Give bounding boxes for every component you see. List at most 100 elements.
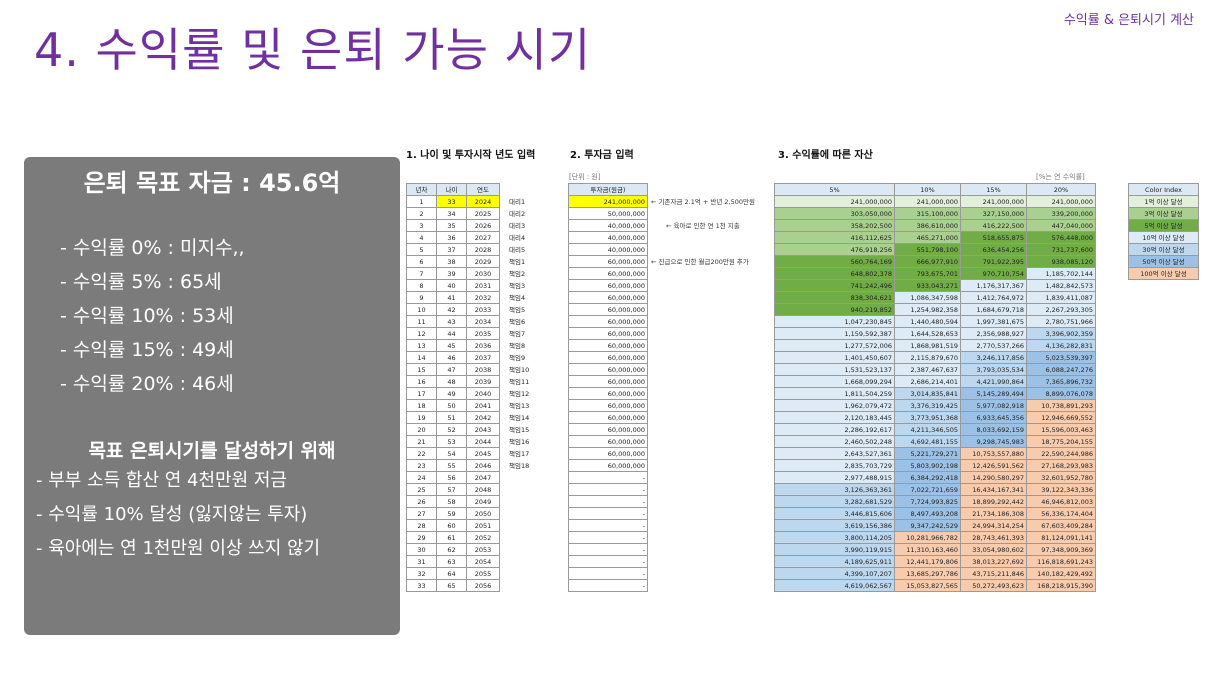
calendar-year-cell: 2028 <box>466 243 500 256</box>
asset-cell: 636,454,256 <box>960 243 1027 256</box>
table-row: 4,399,107,207 13,685,297,786 43,715,211,84… <box>774 567 1096 580</box>
asset-cell: 476,918,256 <box>774 243 895 256</box>
legend-item: 3억 이상 달성 <box>1128 207 1199 220</box>
asset-cell: 1,277,572,006 <box>774 339 895 352</box>
investment-cell: - <box>568 579 648 592</box>
asset-cell: 8,497,493,208 <box>894 507 961 520</box>
asset-cell: 14,290,580,297 <box>960 471 1027 484</box>
summary-panel: 은퇴 목표 자금 : 45.6억 - 수익률 0% : 미지수,, - 수익률 … <box>24 157 400 635</box>
table-row: 476,918,256 551,798,100 636,454,256 731,737… <box>774 243 1096 256</box>
investment-cell: - <box>568 531 648 544</box>
asset-cell: 4,692,481,155 <box>894 435 961 448</box>
asset-cell: 2,770,537,266 <box>960 339 1027 352</box>
age-cell: 39 <box>436 267 467 280</box>
table-row: 1 33 2024 <box>406 195 500 208</box>
table-row: 1,401,450,607 2,115,879,670 3,246,117,856 5… <box>774 351 1096 364</box>
asset-cell: 465,271,000 <box>894 231 961 244</box>
asset-cell: 1,839,411,087 <box>1026 291 1096 304</box>
note-childcare: ← 육아로 인한 연 1천 지출 <box>666 222 740 230</box>
calendar-year-cell: 2044 <box>466 435 500 448</box>
asset-cell: 7,365,896,732 <box>1026 375 1096 388</box>
investment-cell: 60,000,000 <box>568 399 648 412</box>
calendar-year-cell: 2054 <box>466 555 500 568</box>
rank-label: 책임11 <box>509 378 530 386</box>
year-index-cell: 6 <box>406 255 437 268</box>
age-cell: 58 <box>436 495 467 508</box>
investment-cell: 60,000,000 <box>568 459 648 472</box>
asset-cell: 551,798,100 <box>894 243 961 256</box>
table-row: 27 59 2050 <box>406 507 500 520</box>
table-row: 241,000,000 241,000,000 241,000,000 241,000… <box>774 195 1096 208</box>
investment-cell: 60,000,000 <box>568 447 648 460</box>
asset-cell: 518,655,875 <box>960 231 1027 244</box>
asset-cell: 1,811,504,259 <box>774 387 895 400</box>
asset-cell: 241,000,000 <box>960 195 1027 208</box>
asset-cell: 24,994,314,254 <box>960 519 1027 532</box>
investment-cell: 60,000,000 <box>568 387 648 400</box>
rate-line-15: - 수익률 15% : 49세 <box>60 339 234 361</box>
table-row: 1,047,230,845 1,440,480,594 1,997,381,675 2… <box>774 315 1096 328</box>
asset-cell: 791,922,395 <box>960 255 1027 268</box>
calendar-year-cell: 2038 <box>466 363 500 376</box>
year-index-cell: 22 <box>406 447 437 460</box>
table-row: - <box>568 543 648 556</box>
age-cell: 48 <box>436 375 467 388</box>
calendar-year-cell: 2035 <box>466 327 500 340</box>
table-row: 2,460,502,248 4,692,481,155 9,298,745,983 1… <box>774 435 1096 448</box>
rank-label: 책임5 <box>509 306 526 314</box>
table-row: 3,619,156,386 9,347,242,529 24,994,314,254… <box>774 519 1096 532</box>
investment-cell: - <box>568 483 648 496</box>
age-cell: 45 <box>436 339 467 352</box>
calendar-year-cell: 2049 <box>466 495 500 508</box>
table-row: 4,619,062,567 15,053,827,565 50,272,493,62… <box>774 579 1096 592</box>
assets-table: 5% 10% 15% 20% 241,000,000 241,000,000 241… <box>774 183 1096 592</box>
calendar-year-cell: 2025 <box>466 207 500 220</box>
table-row: 15 47 2038 <box>406 363 500 376</box>
asset-cell: 8,033,692,159 <box>960 423 1027 436</box>
asset-cell: 3,793,035,534 <box>960 363 1027 376</box>
table-row: 4 36 2027 <box>406 231 500 244</box>
asset-cell: 2,387,467,637 <box>894 363 961 376</box>
year-index-cell: 4 <box>406 231 437 244</box>
asset-cell: 7,724,993,825 <box>894 495 961 508</box>
age-cell: 51 <box>436 411 467 424</box>
table-row: 24 56 2047 <box>406 471 500 484</box>
asset-cell: 2,977,488,915 <box>774 471 895 484</box>
table-row: 3,446,815,606 8,497,493,208 21,734,186,308… <box>774 507 1096 520</box>
note-promotion: ← 진급으로 인한 월급200만원 추가 <box>651 258 749 266</box>
investment-cell: 60,000,000 <box>568 291 648 304</box>
legend-item: 50억 이상 달성 <box>1128 255 1199 268</box>
age-cell: 38 <box>436 255 467 268</box>
table-row: 31 63 2054 <box>406 555 500 568</box>
asset-cell: 116,818,691,243 <box>1026 555 1096 568</box>
age-cell: 43 <box>436 315 467 328</box>
asset-cell: 3,800,114,205 <box>774 531 895 544</box>
year-index-cell: 11 <box>406 315 437 328</box>
legend-item: 10억 이상 달성 <box>1128 231 1199 244</box>
table-row: 60,000,000 <box>568 315 648 328</box>
year-index-cell: 31 <box>406 555 437 568</box>
asset-cell: 648,802,378 <box>774 267 895 280</box>
age-cell: 56 <box>436 471 467 484</box>
goal-heading: 목표 은퇴시기를 달성하기 위해 <box>88 440 336 462</box>
year-index-cell: 32 <box>406 567 437 580</box>
asset-cell: 2,356,988,927 <box>960 327 1027 340</box>
age-cell: 65 <box>436 579 467 592</box>
asset-cell: 168,218,915,390 <box>1026 579 1096 592</box>
asset-cell: 339,200,000 <box>1026 207 1096 220</box>
age-cell: 53 <box>436 435 467 448</box>
investment-cell: 60,000,000 <box>568 255 648 268</box>
table-row: 5 37 2028 <box>406 243 500 256</box>
year-index-cell: 15 <box>406 363 437 376</box>
year-index-cell: 8 <box>406 279 437 292</box>
age-cell: 40 <box>436 279 467 292</box>
calendar-year-cell: 2050 <box>466 507 500 520</box>
table-row: - <box>568 507 648 520</box>
asset-cell: 6,933,645,356 <box>960 411 1027 424</box>
table-row: 60,000,000 <box>568 279 648 292</box>
asset-cell: 3,990,119,915 <box>774 543 895 556</box>
asset-cell: 5,023,539,397 <box>1026 351 1096 364</box>
rank-label: 책임10 <box>509 366 530 374</box>
table-row: 2 34 2025 <box>406 207 500 220</box>
table-row: 60,000,000 <box>568 387 648 400</box>
